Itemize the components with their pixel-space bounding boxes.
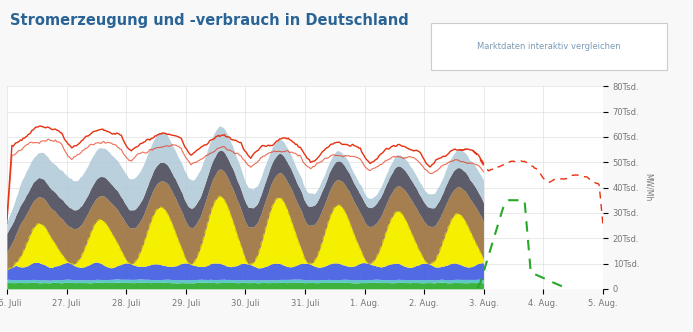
Y-axis label: MW/Mh: MW/Mh: [644, 173, 653, 202]
Text: Stromerzeugung und -verbrauch in Deutschland: Stromerzeugung und -verbrauch in Deutsch…: [10, 13, 409, 28]
Text: Marktdaten interaktiv vergleichen: Marktdaten interaktiv vergleichen: [477, 42, 621, 51]
FancyBboxPatch shape: [431, 23, 667, 70]
